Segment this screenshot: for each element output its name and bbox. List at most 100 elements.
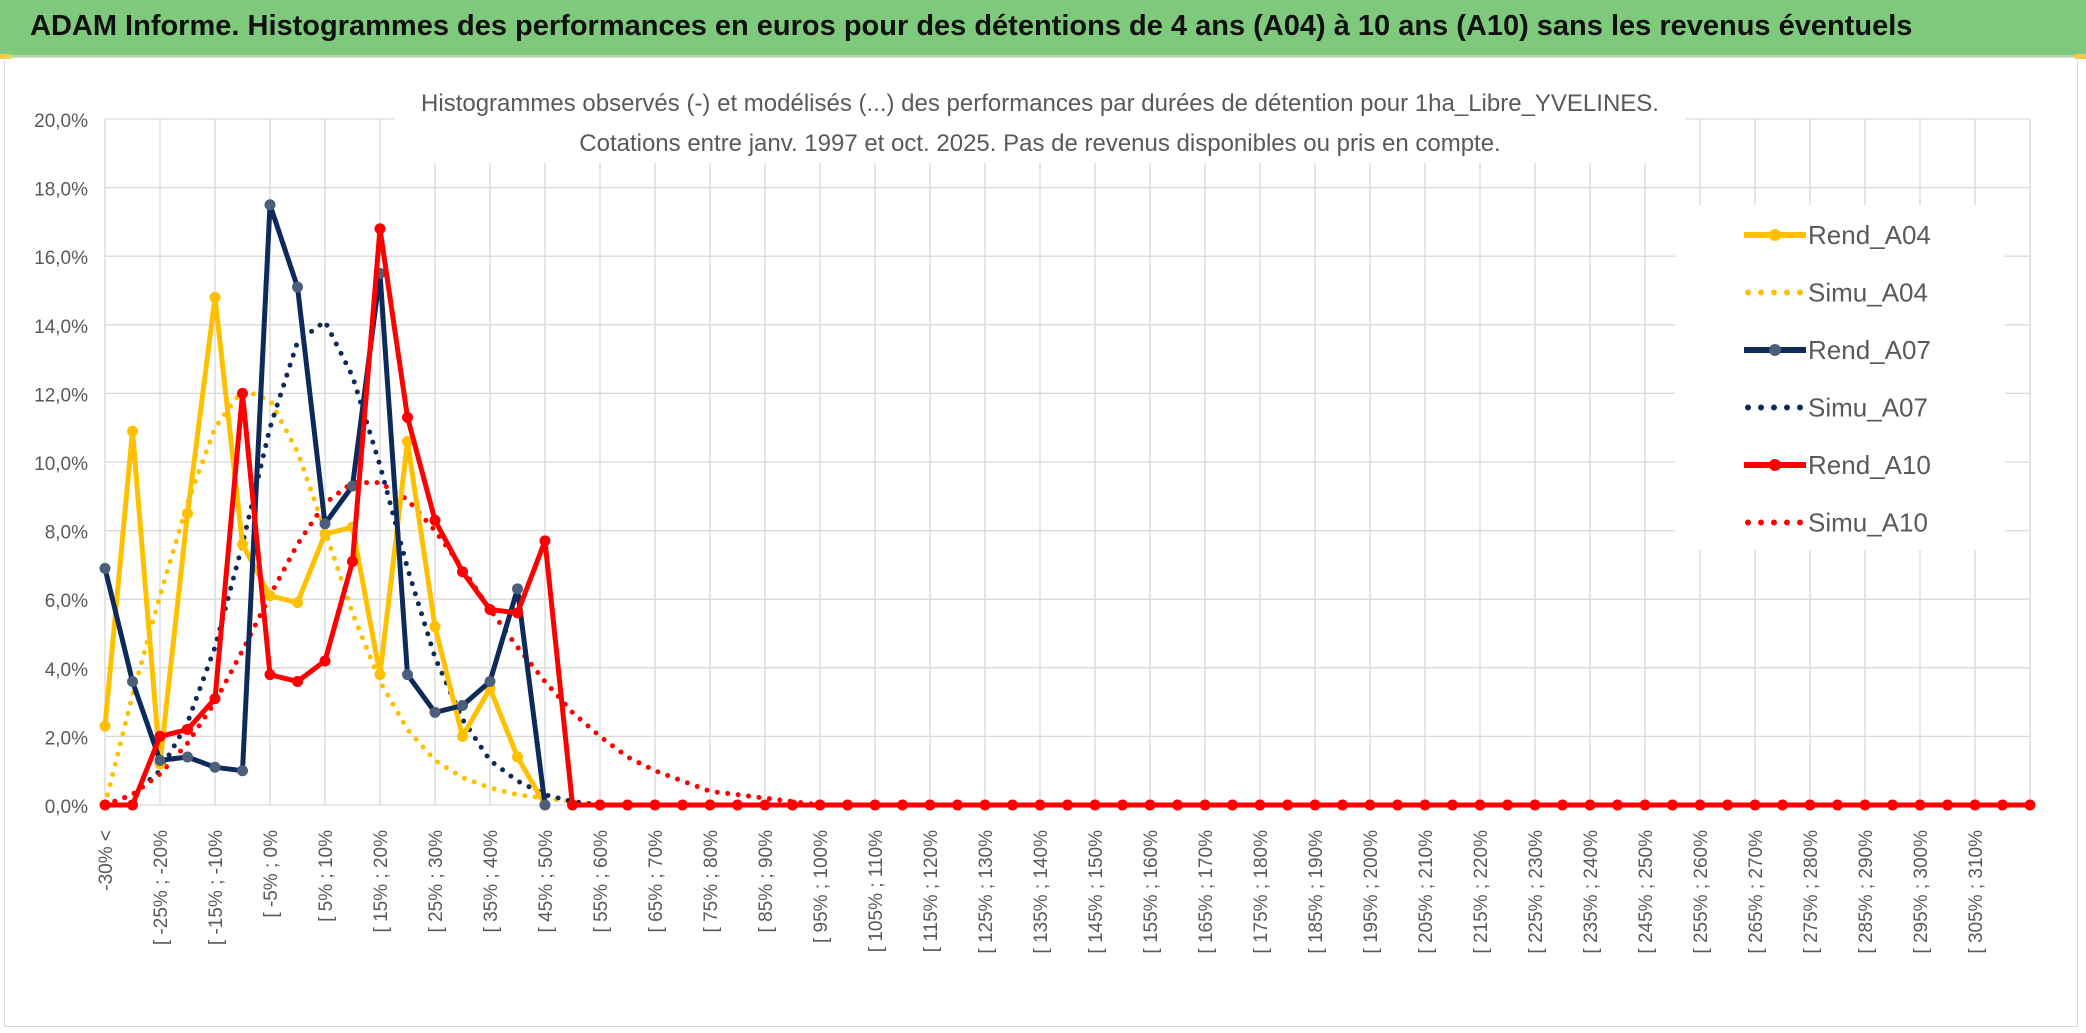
chart-grid bbox=[104, 118, 2031, 806]
data-point-Rend_A10 bbox=[759, 799, 771, 811]
data-point-Rend_A10 bbox=[347, 555, 358, 567]
data-point-Rend_A04 bbox=[319, 528, 331, 540]
data-point-Rend_A10 bbox=[979, 799, 991, 811]
data-point-Rend_A10 bbox=[1502, 799, 1513, 811]
x-tick-label: [ 225% ; 230% bbox=[1526, 830, 1547, 954]
data-point-Rend_A07 bbox=[209, 761, 221, 773]
data-point-Rend_A07 bbox=[319, 518, 331, 530]
data-point-Rend_A10 bbox=[567, 799, 578, 811]
legend-background bbox=[1675, 205, 2005, 550]
y-tick-label: 18,0% bbox=[34, 180, 88, 201]
data-point-Rend_A10 bbox=[1859, 799, 1871, 811]
data-point-Rend_A04 bbox=[374, 669, 386, 681]
data-point-Rend_A10 bbox=[1062, 799, 1073, 811]
data-point-Rend_A10 bbox=[704, 799, 716, 811]
x-tick-label: [ 85% ; 90% bbox=[756, 830, 777, 933]
data-point-Rend_A10 bbox=[1447, 799, 1458, 811]
data-point-Rend_A10 bbox=[182, 724, 193, 736]
x-tick-label: [ 245% ; 250% bbox=[1636, 830, 1657, 954]
data-point-Rend_A10 bbox=[1777, 799, 1788, 811]
banner-corner-right bbox=[2074, 54, 2086, 59]
x-tick-label: [ 295% ; 300% bbox=[1911, 830, 1932, 954]
data-point-Rend_A10 bbox=[1722, 799, 1733, 811]
data-point-Rend_A04 bbox=[512, 751, 523, 763]
data-point-Rend_A04 bbox=[292, 597, 303, 609]
data-point-Rend_A07 bbox=[429, 706, 441, 718]
data-point-Rend_A10 bbox=[1309, 799, 1321, 811]
legend-marker-Rend_A10 bbox=[1769, 459, 1781, 471]
data-point-Rend_A04 bbox=[127, 425, 138, 437]
data-point-Rend_A10 bbox=[787, 799, 798, 811]
data-point-Rend_A10 bbox=[209, 693, 221, 705]
data-point-Rend_A10 bbox=[1914, 799, 1926, 811]
title-banner: ADAM Informe. Histogrammes des performan… bbox=[0, 0, 2086, 57]
chart-title: Histogrammes observés (-) et modélisés (… bbox=[421, 90, 1659, 117]
data-point-Rend_A07 bbox=[347, 480, 358, 492]
x-tick-label: [ 305% ; 310% bbox=[1966, 830, 1987, 954]
x-tick-label: [ 205% ; 210% bbox=[1416, 830, 1437, 954]
banner-corner-left bbox=[0, 54, 12, 59]
data-point-Rend_A04 bbox=[237, 538, 248, 550]
data-point-Rend_A07 bbox=[512, 583, 523, 595]
data-point-Rend_A10 bbox=[1584, 799, 1596, 811]
data-point-Rend_A10 bbox=[1832, 799, 1843, 811]
data-point-Rend_A10 bbox=[1969, 799, 1981, 811]
y-tick-label: 20,0% bbox=[34, 111, 88, 132]
data-point-Rend_A07 bbox=[457, 700, 468, 712]
chart-frame bbox=[4, 57, 2078, 1027]
data-point-Rend_A10 bbox=[1887, 799, 1898, 811]
legend-label: Rend_A10 bbox=[1808, 450, 1931, 480]
data-point-Rend_A10 bbox=[869, 799, 881, 811]
x-tick-label: [ 155% ; 160% bbox=[1141, 830, 1162, 954]
x-axis: -30% < [ -25% ; -20% [ -15% ; -10% [ -5% ; … bbox=[96, 830, 1987, 954]
data-point-Rend_A04 bbox=[457, 730, 468, 742]
data-point-Rend_A04 bbox=[209, 291, 221, 303]
legend-label: Rend_A04 bbox=[1808, 220, 1931, 250]
data-point-Rend_A10 bbox=[402, 411, 413, 423]
data-point-Rend_A04 bbox=[182, 507, 193, 519]
x-tick-label: [ 215% ; 220% bbox=[1471, 830, 1492, 954]
y-tick-label: 10,0% bbox=[34, 454, 88, 475]
data-point-Rend_A10 bbox=[457, 566, 468, 578]
y-tick-label: 12,0% bbox=[34, 385, 88, 406]
data-point-Rend_A10 bbox=[1337, 799, 1348, 811]
data-point-Rend_A10 bbox=[99, 799, 111, 811]
data-point-Rend_A10 bbox=[127, 799, 138, 811]
data-point-Rend_A10 bbox=[1144, 799, 1156, 811]
y-tick-label: 14,0% bbox=[34, 317, 88, 338]
x-tick-label: [ 125% ; 130% bbox=[976, 830, 997, 954]
x-tick-label: [ 15% ; 20% bbox=[371, 830, 392, 933]
data-point-Rend_A10 bbox=[374, 223, 386, 235]
x-tick-label: [ 265% ; 270% bbox=[1746, 830, 1767, 954]
data-point-Rend_A10 bbox=[2024, 799, 2036, 811]
data-point-Rend_A07 bbox=[99, 562, 111, 574]
y-tick-label: 8,0% bbox=[45, 523, 88, 544]
legend-marker-Rend_A07 bbox=[1769, 344, 1781, 356]
data-point-Rend_A10 bbox=[622, 799, 633, 811]
data-point-Rend_A10 bbox=[1392, 799, 1403, 811]
data-point-Rend_A07 bbox=[182, 751, 193, 763]
x-tick-label: [ 55% ; 60% bbox=[591, 830, 612, 933]
chart-subtitle: Cotations entre janv. 1997 et oct. 2025.… bbox=[579, 130, 1500, 157]
x-tick-label: [ 25% ; 30% bbox=[426, 830, 447, 933]
data-point-Rend_A10 bbox=[1529, 799, 1541, 811]
y-tick-label: 4,0% bbox=[45, 660, 88, 681]
x-tick-label: [ -25% ; -20% bbox=[151, 830, 172, 945]
data-point-Rend_A10 bbox=[292, 676, 303, 688]
data-point-Rend_A10 bbox=[1034, 799, 1046, 811]
data-point-Rend_A10 bbox=[1089, 799, 1101, 811]
data-point-Rend_A10 bbox=[594, 799, 606, 811]
x-tick-label: [ 165% ; 170% bbox=[1196, 830, 1217, 954]
x-tick-label: [ 135% ; 140% bbox=[1031, 830, 1052, 954]
data-point-Rend_A10 bbox=[924, 799, 936, 811]
data-point-Rend_A10 bbox=[814, 799, 826, 811]
x-tick-label: [ 235% ; 240% bbox=[1581, 830, 1602, 954]
x-tick-label: [ 175% ; 180% bbox=[1251, 830, 1272, 954]
x-tick-label: [ 75% ; 80% bbox=[701, 830, 722, 933]
legend-label: Simu_A07 bbox=[1808, 393, 1928, 423]
data-point-Rend_A10 bbox=[1639, 799, 1651, 811]
title-background bbox=[395, 83, 1685, 163]
data-point-Rend_A10 bbox=[1007, 799, 1018, 811]
data-point-Rend_A10 bbox=[1612, 799, 1623, 811]
